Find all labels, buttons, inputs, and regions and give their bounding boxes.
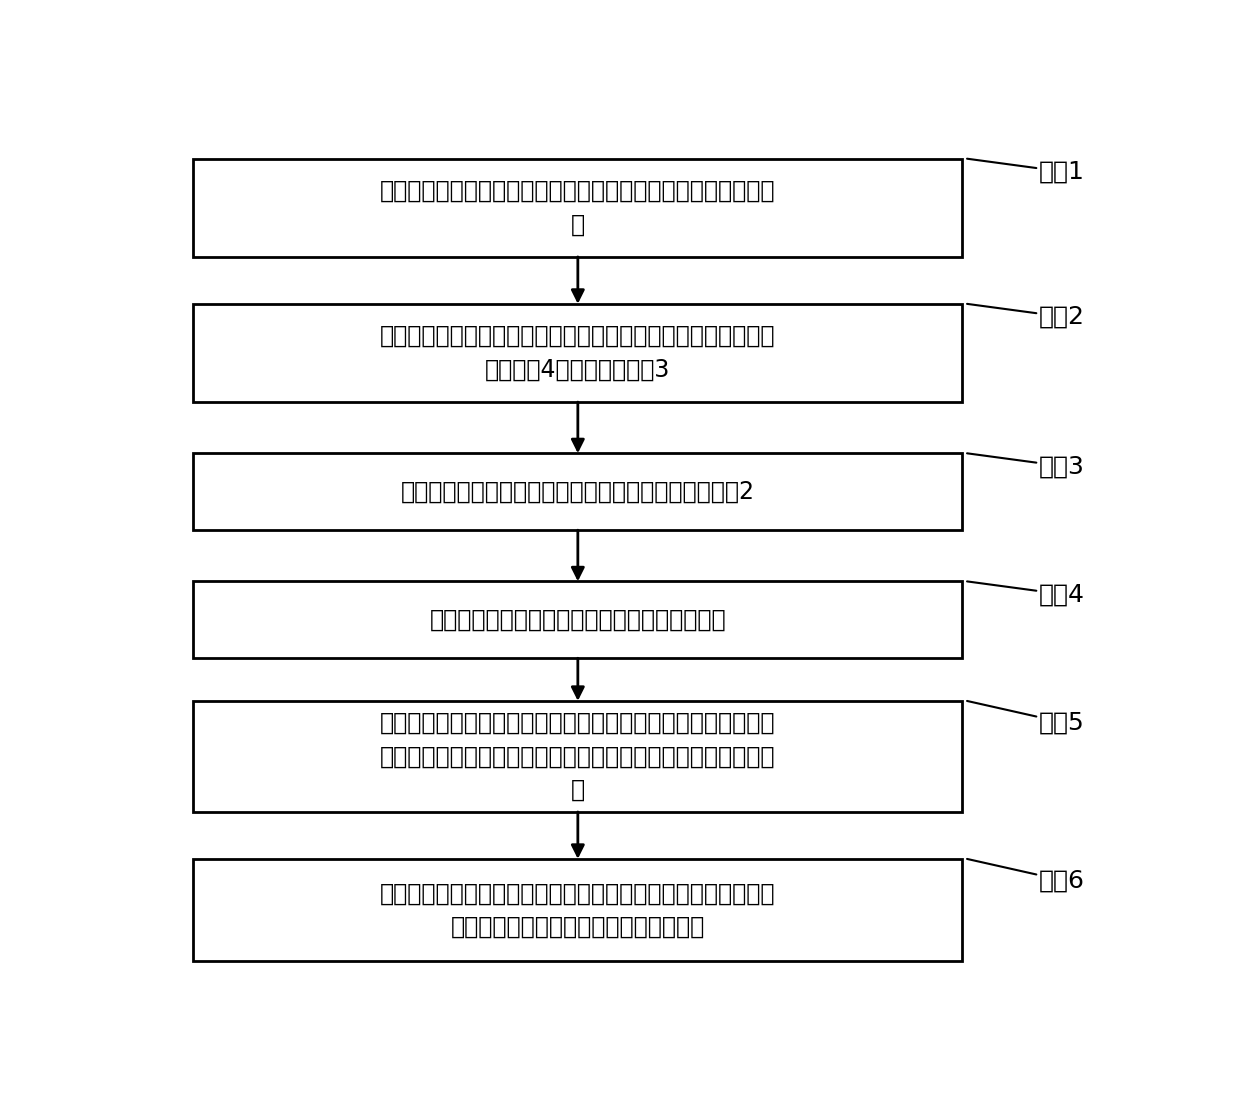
Text: 报警单元和公共自行车的锁车单元断开连接，重复步骤2: 报警单元和公共自行车的锁车单元断开连接，重复步骤2 <box>401 480 755 503</box>
FancyBboxPatch shape <box>193 701 962 812</box>
FancyBboxPatch shape <box>193 159 962 257</box>
Text: 步骤6: 步骤6 <box>967 859 1085 893</box>
Text: 报警单元和公共自行车的锁车单元建立通讯连接: 报警单元和公共自行车的锁车单元建立通讯连接 <box>429 608 727 632</box>
FancyBboxPatch shape <box>193 859 962 962</box>
Text: 步骤1: 步骤1 <box>967 159 1085 183</box>
Text: 步骤2: 步骤2 <box>967 304 1085 328</box>
Text: 定位单元判断使用中的公共自行车是否进入交通枢纽区域，是则
继续步骤4，否则继续步骤3: 定位单元判断使用中的公共自行车是否进入交通枢纽区域，是则 继续步骤4，否则继续步… <box>381 324 775 381</box>
Text: 在交通枢纽区域设置停车区域，并在停车区域内设置信号发射单
元: 在交通枢纽区域设置停车区域，并在停车区域内设置信号发射单 元 <box>381 179 775 236</box>
Text: 步骤4: 步骤4 <box>967 581 1085 607</box>
FancyBboxPatch shape <box>193 454 962 530</box>
Text: 用户在第一时间内解锁重新停放，用户端连续计费，超出第一时
间未解锁重新停放，则记入停车不良积分: 用户在第一时间内解锁重新停放，用户端连续计费，超出第一时 间未解锁重新停放，则记… <box>381 882 775 939</box>
Text: 步骤5: 步骤5 <box>967 701 1085 734</box>
FancyBboxPatch shape <box>193 304 962 403</box>
FancyBboxPatch shape <box>193 581 962 659</box>
Text: 步骤3: 步骤3 <box>967 454 1085 478</box>
Text: 信号发射单元和接收单元建立通讯连接，在有效接收距离内锁车
单元锁定，报警单元发出警报，提示用户未按区域停放公共自行
车: 信号发射单元和接收单元建立通讯连接，在有效接收距离内锁车 单元锁定，报警单元发出… <box>381 711 775 802</box>
